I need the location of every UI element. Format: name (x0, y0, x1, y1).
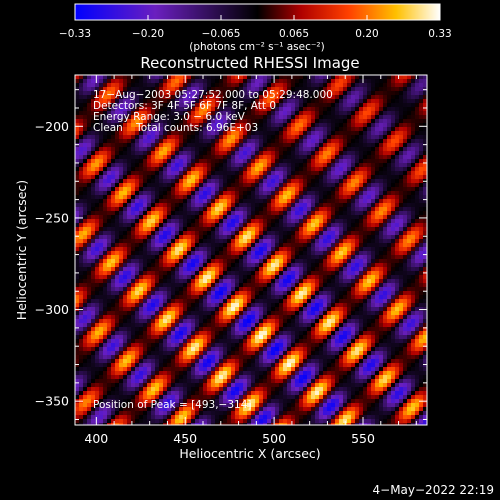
x-axis-label: Heliocentric X (arcsec) (179, 446, 320, 461)
annotation-detectors: Detectors: 3F 4F 5F 6F 7F 8F, Att 0 (93, 100, 276, 112)
footer-timestamp: 4−May−2022 22:19 (373, 483, 495, 497)
x-axis-ticks (95, 75, 417, 425)
x-tick-label: 550 (351, 431, 375, 446)
colorbar-tick-label: 0.065 (279, 28, 309, 40)
colorbar-gradient (75, 4, 440, 20)
peak-label: Position of Peak = [493,−314] (93, 399, 252, 411)
y-tick-label: −350 (35, 394, 69, 409)
y-tick-label: −200 (35, 119, 69, 134)
annotation-time: 17−Aug−2003 05:27:52.000 to 05:29:48.000 (93, 89, 333, 101)
colorbar-tick-label: 0.33 (428, 28, 451, 40)
x-tick-label: 450 (173, 431, 197, 446)
colorbar-frame (74, 3, 441, 21)
annotations: 17−Aug−2003 05:27:52.000 to 05:29:48.000… (93, 89, 333, 411)
y-axis-label: Heliocentric Y (arcsec) (14, 180, 29, 320)
colorbar: −0.33 −0.20 −0.065 0.065 0.20 0.33 (photons c… (59, 3, 452, 53)
x-tick-label: 400 (84, 431, 108, 446)
x-tick-label: 500 (262, 431, 286, 446)
colorbar-ticks (74, 15, 441, 20)
colorbar-tick-label: −0.065 (202, 28, 241, 40)
colorbar-tick-labels: −0.33 −0.20 −0.065 0.065 0.20 0.33 (59, 28, 452, 40)
y-axis-ticks (75, 89, 427, 421)
colorbar-tick-label: −0.33 (59, 28, 91, 40)
annotation-energy: Energy Range: 3.0 − 6.0 keV (93, 111, 246, 123)
annotation-clean: Clean Total counts: 6.96E+03 (93, 122, 258, 134)
colorbar-unit-label: (photons cm⁻² s⁻¹ asec⁻²) (189, 41, 324, 53)
y-tick-label: −300 (35, 302, 69, 317)
y-axis-tick-labels: −200 −250 −300 −350 (35, 119, 69, 409)
x-axis-tick-labels: 400 450 500 550 (84, 431, 375, 446)
colorbar-tick-label: 0.20 (355, 28, 378, 40)
plot-frame (74, 74, 428, 426)
chart-title: Reconstructed RHESSI Image (140, 54, 359, 72)
heatmap (75, 75, 427, 425)
y-tick-label: −250 (35, 210, 69, 225)
colorbar-tick-label: −0.20 (132, 28, 164, 40)
